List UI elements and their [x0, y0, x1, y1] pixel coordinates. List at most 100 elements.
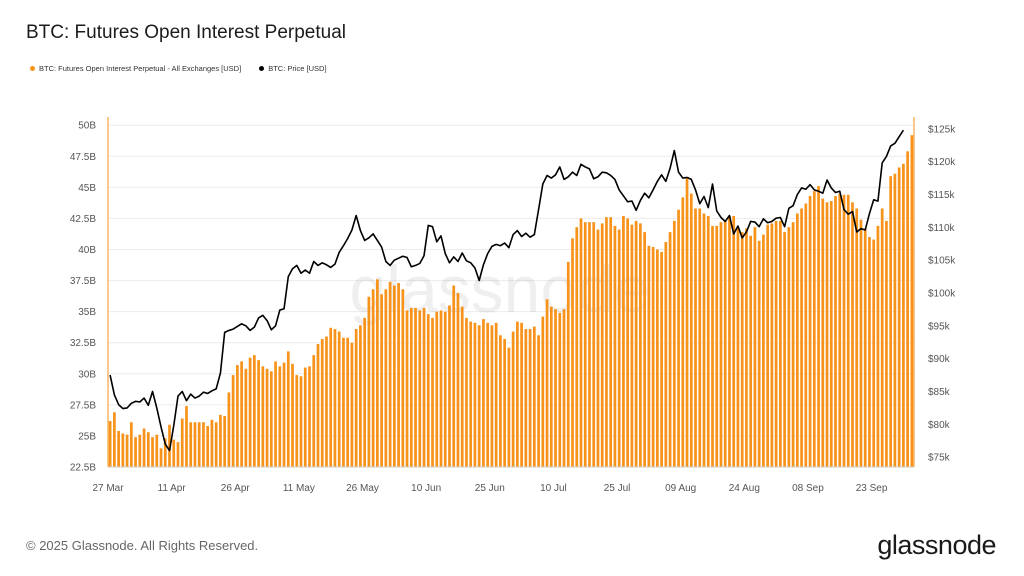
open-interest-bar — [435, 311, 439, 467]
open-interest-bar — [532, 326, 536, 467]
open-interest-bar — [897, 167, 901, 467]
open-interest-bar — [180, 418, 184, 467]
open-interest-bar — [541, 316, 545, 467]
open-interest-bar — [490, 325, 494, 467]
open-interest-bar — [231, 375, 235, 467]
open-interest-bar — [753, 227, 757, 467]
open-interest-bar — [812, 191, 816, 467]
open-interest-bar — [443, 311, 447, 467]
open-interest-bar — [791, 222, 795, 467]
open-interest-bar — [363, 317, 366, 467]
open-interest-bar — [257, 360, 260, 467]
open-interest-bar — [303, 367, 307, 467]
y-left-tick-label: 40B — [78, 245, 96, 256]
copyright-text: © 2025 Glassnode. All Rights Reserved. — [26, 538, 259, 553]
open-interest-bar — [732, 215, 736, 467]
open-interest-bar — [783, 232, 786, 467]
open-interest-bar — [142, 428, 146, 467]
open-interest-bar — [880, 208, 884, 468]
open-interest-bar — [227, 392, 231, 467]
y-left-tick-label: 50B — [78, 121, 96, 132]
open-interest-bar — [902, 163, 905, 468]
legend-item-open-interest[interactable]: BTC: Futures Open Interest Perpetual - A… — [30, 64, 241, 73]
open-interest-bar — [617, 229, 621, 467]
open-interest-bar — [711, 225, 714, 467]
open-interest-bar — [876, 225, 880, 467]
y-right-tick-label: $100k — [928, 289, 956, 300]
open-interest-bar — [757, 240, 761, 467]
open-interest-bar — [507, 347, 511, 467]
open-interest-bar — [473, 322, 477, 467]
y-right-tick-label: $75k — [928, 453, 951, 464]
open-interest-bar — [240, 361, 243, 467]
x-tick-label: 11 Apr — [158, 483, 187, 494]
y-left-tick-label: 25B — [78, 431, 96, 442]
open-interest-bar — [346, 337, 350, 467]
open-interest-bar — [392, 285, 396, 467]
open-interest-bar — [634, 220, 638, 467]
axes — [107, 117, 915, 468]
open-interest-bar — [868, 237, 871, 467]
open-interest-bar — [376, 279, 379, 467]
brand-logo[interactable]: glassnode — [877, 530, 996, 560]
y-left-tick-label: 35B — [78, 307, 96, 318]
open-interest-bar — [774, 220, 778, 467]
open-interest-bar — [677, 209, 680, 468]
open-interest-bar — [579, 218, 583, 467]
open-interest-bar — [426, 314, 430, 467]
open-interest-bar — [354, 329, 358, 467]
open-interest-bar — [723, 220, 727, 467]
open-interest-bar — [329, 327, 333, 467]
open-interest-bar — [762, 234, 765, 467]
open-interest-bar — [910, 135, 914, 467]
open-interest-bar — [745, 228, 748, 467]
open-interest-bar — [800, 208, 803, 468]
y-right-tick-label: $120k — [928, 157, 956, 168]
open-interest-bar — [829, 201, 833, 467]
open-interest-bar — [694, 208, 697, 468]
open-interest-bar — [278, 366, 282, 467]
y-left-tick-label: 45B — [78, 183, 96, 194]
open-interest-bar — [409, 307, 413, 467]
open-interest-bar — [367, 296, 371, 467]
open-interest-bar — [740, 232, 744, 467]
open-interest-bar — [622, 215, 625, 467]
y-right-tick-label: $105k — [928, 256, 956, 267]
open-interest-bar — [244, 368, 248, 467]
x-tick-label: 10 Jun — [411, 483, 441, 494]
open-interest-bar — [129, 422, 133, 467]
legend-item-price[interactable]: BTC: Price [USD] — [259, 64, 327, 73]
open-interest-bar — [163, 438, 167, 467]
open-interest-bar — [371, 289, 375, 467]
open-interest-bar — [855, 208, 859, 468]
open-interest-bar — [537, 335, 540, 467]
open-interest-bar — [397, 283, 400, 467]
y-left-tick-label: 42.5B — [70, 214, 96, 225]
open-interest-bar — [600, 223, 604, 467]
open-interest-bar — [337, 331, 341, 467]
y-axis-right: $75k $80k $85k $90k $95k $100k $105k $110k $115k… — [928, 124, 956, 463]
open-interest-bar — [253, 355, 256, 467]
open-interest-bar — [736, 228, 740, 467]
open-interest-bar — [516, 321, 519, 467]
open-interest-bar — [274, 361, 277, 467]
open-interest-bar — [469, 321, 473, 467]
open-interest-bar — [889, 176, 893, 468]
open-interest-bar — [465, 317, 468, 467]
open-interest-bar — [108, 421, 112, 467]
open-interest-bar — [125, 434, 129, 467]
open-interest-bar — [422, 307, 426, 467]
x-tick-label: 26 May — [346, 483, 379, 494]
open-interest-bar — [689, 193, 693, 467]
open-interest-bar — [350, 342, 354, 467]
open-interest-bar — [749, 235, 753, 467]
open-interest-bar — [660, 251, 663, 467]
open-interest-bar — [316, 343, 320, 467]
open-interest-bar — [545, 299, 549, 467]
open-interest-bar — [155, 434, 159, 467]
open-interest-bar — [159, 448, 163, 467]
open-interest-bar — [176, 442, 180, 467]
open-interest-bar — [672, 220, 676, 467]
open-interest-bar — [681, 197, 685, 468]
open-interest-bar — [477, 325, 481, 467]
